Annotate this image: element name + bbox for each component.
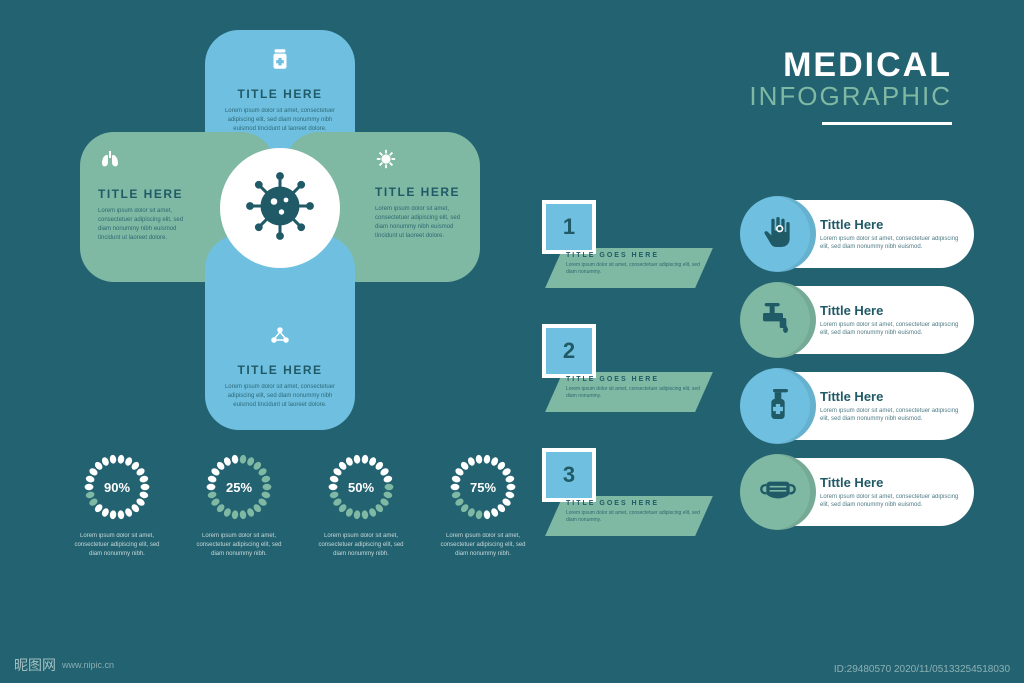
petal-right-desc: Lorem ipsum dolor sit amet, consectetuer… bbox=[375, 205, 465, 241]
pill-list: Tittle Here Lorem ipsum dolor sit amet, … bbox=[744, 200, 974, 526]
ring-label: 25% bbox=[204, 452, 274, 522]
mask-icon bbox=[758, 470, 798, 515]
watermark-brand: 昵图网 bbox=[14, 655, 56, 675]
virus-icon bbox=[244, 170, 316, 247]
step-desc: Lorem ipsum dolor sit amet, consectetuer… bbox=[566, 262, 706, 276]
step-item: 2 TITLE GOES HERE Lorem ipsum dolor sit … bbox=[542, 324, 596, 378]
step-item: 1 TITLE GOES HERE Lorem ipsum dolor sit … bbox=[542, 200, 596, 254]
molecule-icon bbox=[268, 324, 292, 353]
step-item: 3 TITLE GOES HERE Lorem ipsum dolor sit … bbox=[542, 448, 596, 502]
pill-circle bbox=[740, 196, 816, 272]
ring-label: 50% bbox=[326, 452, 396, 522]
title-line2: INFOGRAPHIC bbox=[749, 81, 952, 112]
step-title: TITLE GOES HERE bbox=[566, 252, 706, 259]
ring-label: 75% bbox=[448, 452, 518, 522]
pill-item: Tittle Here Lorem ipsum dolor sit amet, … bbox=[744, 458, 974, 526]
step-number-box: 3 bbox=[542, 448, 596, 502]
petal-left-title: TITLE HERE bbox=[98, 187, 183, 201]
percent-ring-row: 90% Lorem ipsum dolor sit amet, consecte… bbox=[70, 452, 530, 559]
image-id: ID:29480570 2020/11/05133254518030 bbox=[834, 664, 1010, 675]
microbe-icon bbox=[375, 148, 397, 175]
pill-item: Tittle Here Lorem ipsum dolor sit amet, … bbox=[744, 372, 974, 440]
step-title: TITLE GOES HERE bbox=[566, 376, 706, 383]
percent-ring: 75% Lorem ipsum dolor sit amet, consecte… bbox=[436, 452, 530, 559]
watermark-url: www.nipic.cn bbox=[62, 660, 114, 670]
pill-circle bbox=[740, 454, 816, 530]
pill-circle bbox=[740, 282, 816, 358]
pill-title: Tittle Here bbox=[820, 475, 960, 490]
title-line1: MEDICAL bbox=[749, 46, 952, 85]
petal-bottom-title: TITLE HERE bbox=[237, 363, 322, 377]
pill-title: Tittle Here bbox=[820, 389, 960, 404]
lungs-icon bbox=[98, 148, 122, 177]
pill-desc: Lorem ipsum dolor sit amet, consectetuer… bbox=[820, 235, 960, 251]
main-title: MEDICAL INFOGRAPHIC bbox=[749, 46, 952, 125]
pill-circle bbox=[740, 368, 816, 444]
title-underline bbox=[822, 122, 952, 125]
step-desc: Lorem ipsum dolor sit amet, consectetuer… bbox=[566, 510, 706, 524]
hand-icon bbox=[758, 212, 798, 257]
ring-label: 90% bbox=[82, 452, 152, 522]
petal-left-desc: Lorem ipsum dolor sit amet, consectetuer… bbox=[98, 207, 188, 243]
faucet-icon bbox=[758, 298, 798, 343]
pill-title: Tittle Here bbox=[820, 217, 960, 232]
petal-top-title: TITLE HERE bbox=[237, 87, 322, 101]
percent-ring: 50% Lorem ipsum dolor sit amet, consecte… bbox=[314, 452, 408, 559]
jar-icon bbox=[267, 46, 293, 77]
petal-right-title: TITLE HERE bbox=[375, 185, 460, 199]
percent-ring: 90% Lorem ipsum dolor sit amet, consecte… bbox=[70, 452, 164, 559]
percent-ring: 25% Lorem ipsum dolor sit amet, consecte… bbox=[192, 452, 286, 559]
step-title: TITLE GOES HERE bbox=[566, 500, 706, 507]
ring-desc: Lorem ipsum dolor sit amet, consectetuer… bbox=[314, 532, 408, 559]
step-desc: Lorem ipsum dolor sit amet, consectetuer… bbox=[566, 386, 706, 400]
petal-bottom-desc: Lorem ipsum dolor sit amet, consectetuer… bbox=[221, 383, 339, 410]
ring-desc: Lorem ipsum dolor sit amet, consectetuer… bbox=[192, 532, 286, 559]
pill-desc: Lorem ipsum dolor sit amet, consectetuer… bbox=[820, 407, 960, 423]
pill-desc: Lorem ipsum dolor sit amet, consectetuer… bbox=[820, 493, 960, 509]
petal-top-desc: Lorem ipsum dolor sit amet, consectetuer… bbox=[221, 107, 339, 134]
cross-diagram: TITLE HERE Lorem ipsum dolor sit amet, c… bbox=[80, 30, 480, 430]
pill-desc: Lorem ipsum dolor sit amet, consectetuer… bbox=[820, 321, 960, 337]
step-number-box: 1 bbox=[542, 200, 596, 254]
sanitizer-icon bbox=[758, 384, 798, 429]
ring-desc: Lorem ipsum dolor sit amet, consectetuer… bbox=[70, 532, 164, 559]
ring-desc: Lorem ipsum dolor sit amet, consectetuer… bbox=[436, 532, 530, 559]
pill-title: Tittle Here bbox=[820, 303, 960, 318]
step-number-box: 2 bbox=[542, 324, 596, 378]
watermark: 昵图网 www.nipic.cn bbox=[14, 655, 114, 675]
pill-item: Tittle Here Lorem ipsum dolor sit amet, … bbox=[744, 286, 974, 354]
numbered-steps: 1 TITLE GOES HERE Lorem ipsum dolor sit … bbox=[542, 200, 596, 502]
center-circle bbox=[220, 148, 340, 268]
pill-item: Tittle Here Lorem ipsum dolor sit amet, … bbox=[744, 200, 974, 268]
